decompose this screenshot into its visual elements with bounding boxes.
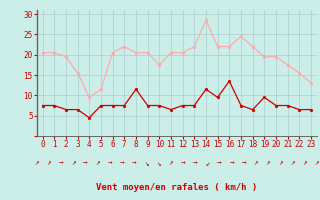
Text: →: → — [120, 158, 124, 168]
Text: ↗: ↗ — [47, 158, 51, 168]
Text: ↗: ↗ — [71, 158, 76, 168]
Text: →: → — [132, 158, 137, 168]
Text: →: → — [59, 158, 63, 168]
Text: →: → — [180, 158, 185, 168]
Text: →: → — [193, 158, 197, 168]
Text: ↗: ↗ — [290, 158, 295, 168]
Text: Vent moyen/en rafales ( km/h ): Vent moyen/en rafales ( km/h ) — [96, 183, 257, 192]
Text: →: → — [242, 158, 246, 168]
Text: →: → — [217, 158, 222, 168]
Text: ↘: ↘ — [156, 158, 161, 168]
Text: ↗: ↗ — [278, 158, 283, 168]
Text: ↗: ↗ — [302, 158, 307, 168]
Text: ↗: ↗ — [315, 158, 319, 168]
Text: ↗: ↗ — [266, 158, 270, 168]
Text: →: → — [108, 158, 112, 168]
Text: ↗: ↗ — [168, 158, 173, 168]
Text: ↙: ↙ — [205, 158, 210, 168]
Text: ↘: ↘ — [144, 158, 149, 168]
Text: ↗: ↗ — [35, 158, 39, 168]
Text: ↗: ↗ — [95, 158, 100, 168]
Text: →: → — [229, 158, 234, 168]
Text: →: → — [83, 158, 88, 168]
Text: ↗: ↗ — [254, 158, 258, 168]
